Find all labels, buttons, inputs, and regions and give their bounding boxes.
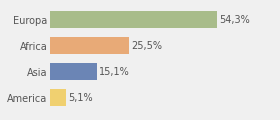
Text: 15,1%: 15,1% (99, 67, 130, 77)
Text: 25,5%: 25,5% (131, 41, 162, 51)
Bar (50, 63, 97, 80)
Bar (50, 11, 217, 28)
Text: 5,1%: 5,1% (69, 93, 93, 103)
Bar (50, 89, 66, 106)
Bar (50, 37, 129, 54)
Text: 54,3%: 54,3% (220, 15, 250, 25)
